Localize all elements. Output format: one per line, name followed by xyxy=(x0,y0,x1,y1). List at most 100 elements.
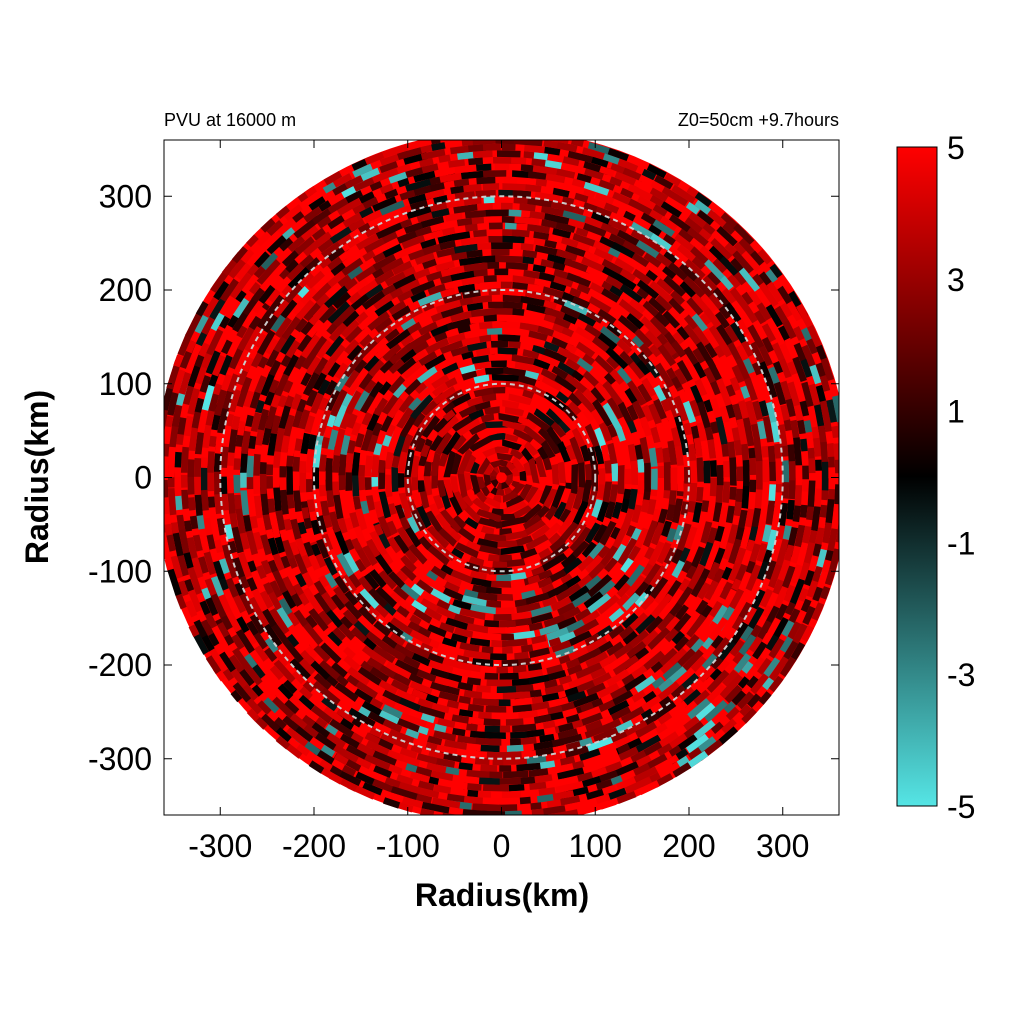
pv-cell xyxy=(427,624,447,638)
pv-cell xyxy=(188,497,196,511)
pv-cell xyxy=(420,713,436,724)
pv-cell xyxy=(240,490,250,516)
pv-cell xyxy=(393,534,410,554)
pv-cell xyxy=(362,196,379,209)
pv-cell xyxy=(292,583,304,597)
pv-cell xyxy=(208,435,217,447)
pv-cell xyxy=(493,614,512,621)
pv-cell xyxy=(636,287,649,300)
pv-cell xyxy=(768,484,777,506)
pv-cell xyxy=(736,418,748,446)
pv-cell xyxy=(787,621,802,640)
pv-cell xyxy=(564,745,589,758)
pv-cell xyxy=(617,537,638,566)
pv-cell xyxy=(630,460,639,486)
pv-cell xyxy=(262,512,272,531)
pv-cell xyxy=(317,406,332,437)
pv-cell xyxy=(436,527,457,547)
pv-cell xyxy=(707,271,722,286)
pv-cell xyxy=(278,598,293,616)
pv-cell xyxy=(740,385,751,399)
pv-cell xyxy=(193,619,208,639)
pv-cell xyxy=(710,635,724,650)
pv-cell xyxy=(472,737,502,746)
pv-cell xyxy=(244,653,258,669)
pv-cell xyxy=(286,611,300,627)
pv-cell xyxy=(565,244,590,259)
pv-cell xyxy=(354,592,372,611)
pv-cell xyxy=(784,337,801,364)
pv-field-cells xyxy=(164,140,848,815)
pv-cell xyxy=(303,300,323,322)
pv-cell xyxy=(281,313,304,340)
pv-cell xyxy=(379,183,394,195)
pv-cell xyxy=(670,467,678,491)
pv-cell xyxy=(483,472,491,487)
pv-cell xyxy=(700,620,718,641)
pv-cell xyxy=(525,534,549,551)
pv-cell xyxy=(577,771,593,782)
pv-cell xyxy=(282,576,297,597)
pv-cell xyxy=(577,555,594,572)
colorbar xyxy=(896,146,938,807)
pv-cell xyxy=(692,347,706,364)
pv-cell xyxy=(677,244,698,263)
pv-cell xyxy=(661,520,672,538)
pv-cell xyxy=(445,617,468,631)
pv-cell xyxy=(596,501,610,523)
pv-cell xyxy=(418,536,432,551)
pv-cell xyxy=(742,417,755,447)
pv-cell xyxy=(270,566,288,594)
pv-cell xyxy=(289,658,311,680)
pv-cell xyxy=(454,164,482,174)
pv-cell xyxy=(468,421,488,435)
pv-cell xyxy=(681,381,693,395)
pv-cell xyxy=(265,670,278,684)
pv-cell xyxy=(259,237,275,252)
pv-cell xyxy=(341,257,364,276)
pv-cell xyxy=(440,140,460,143)
pv-cell xyxy=(260,371,276,397)
pv-cell xyxy=(840,446,848,472)
pv-cell xyxy=(434,168,449,178)
pv-cell xyxy=(716,324,734,347)
pv-cell xyxy=(649,264,668,281)
x-tick-label: 100 xyxy=(569,828,622,864)
pv-cell xyxy=(783,419,792,432)
pv-cell xyxy=(563,183,579,193)
pv-cell xyxy=(325,724,339,736)
pv-cell xyxy=(595,779,613,791)
pv-cell xyxy=(627,612,649,633)
pv-cell xyxy=(557,461,566,484)
pv-cell xyxy=(607,148,629,161)
pv-cell xyxy=(194,430,205,455)
pv-cell xyxy=(371,167,400,184)
pv-cell xyxy=(267,428,278,456)
pv-cell xyxy=(247,497,257,517)
x-axis-label: Radius(km) xyxy=(415,877,589,913)
pv-cell xyxy=(584,216,605,229)
pv-cell xyxy=(433,730,457,742)
pv-cell xyxy=(332,627,347,641)
pv-cell xyxy=(466,723,478,732)
pv-cell xyxy=(757,657,772,676)
pv-cell xyxy=(693,276,717,301)
pv-cell xyxy=(827,379,839,400)
pv-cell xyxy=(744,307,758,324)
pv-cell xyxy=(543,670,567,682)
pv-cell xyxy=(248,596,263,617)
pv-cell xyxy=(698,228,712,241)
pv-cell xyxy=(624,776,653,794)
pv-cell xyxy=(727,274,741,289)
pv-cell xyxy=(508,393,533,406)
pv-cell xyxy=(434,431,452,455)
pv-cell xyxy=(284,699,300,715)
pv-cell xyxy=(666,528,677,543)
pv-cell xyxy=(453,243,478,254)
pv-cell xyxy=(283,354,299,377)
pv-cell xyxy=(765,304,783,328)
pv-cell xyxy=(737,634,757,657)
pv-cell xyxy=(386,520,398,536)
pv-cell xyxy=(724,684,743,704)
pv-cell xyxy=(640,595,656,611)
